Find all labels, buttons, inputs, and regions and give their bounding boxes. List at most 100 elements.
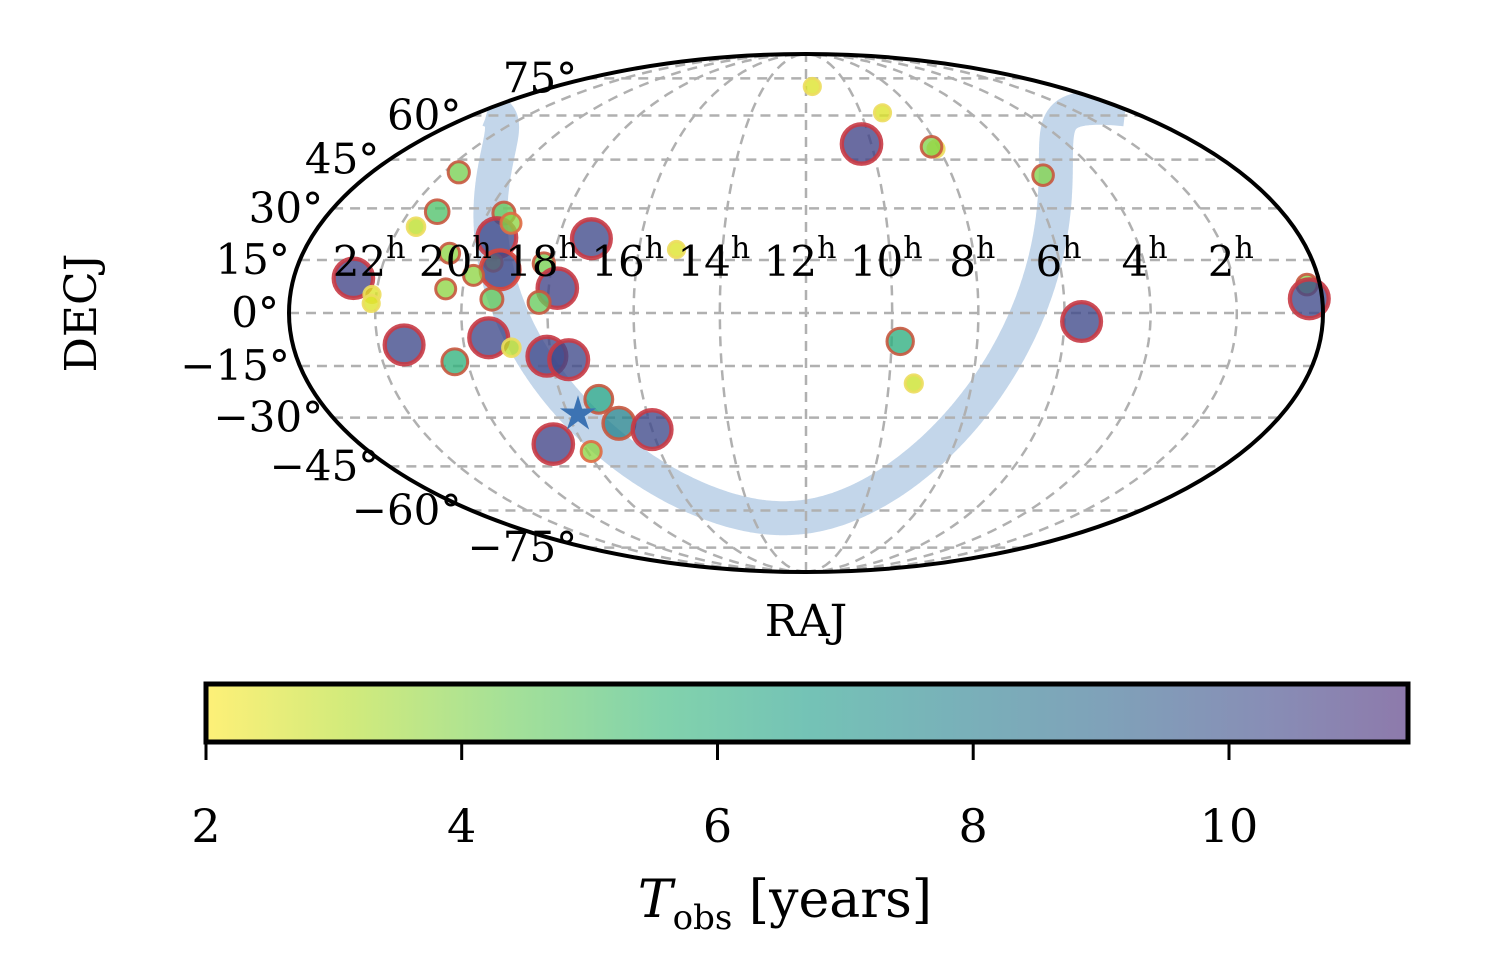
pulsar-point — [479, 286, 505, 312]
ra-tick-unit: h — [1235, 231, 1254, 266]
dec-tick-label: −75° — [468, 523, 578, 572]
ra-tick-label: 16h — [591, 231, 664, 286]
ra-tick-label: 12h — [764, 231, 837, 286]
grid-meridian — [805, 54, 1239, 572]
dec-tick-labels: 75° 60°45°30°15°0°−15°−30°−45°−60°−75° — [180, 53, 577, 571]
grid-meridian — [718, 54, 807, 572]
coordinate-grid — [289, 54, 1323, 572]
ra-tick-unit: h — [386, 231, 405, 266]
pulsar-point — [569, 217, 613, 261]
grid-meridian — [546, 54, 807, 572]
ra-tick-label: 10h — [850, 231, 923, 286]
dec-tick-label: −60° — [352, 486, 462, 535]
dec-tick-label: 60° — [387, 91, 461, 140]
ra-tick-value: 12 — [764, 237, 817, 286]
pulsar-point — [405, 216, 427, 237]
ra-tick-value: 8 — [949, 237, 976, 286]
pulsar-points — [331, 76, 1331, 466]
x-axis-label: RAJ — [765, 596, 848, 647]
pulsar-point — [446, 160, 471, 185]
pulsar-point — [579, 440, 603, 463]
dec-tick-label: 45° — [305, 135, 379, 184]
grid-meridian — [373, 54, 807, 572]
ra-tick-value: 2 — [1208, 237, 1235, 286]
ra-tick-label: 2h — [1208, 231, 1254, 286]
pulsar-point — [467, 316, 511, 360]
ra-tick-label: 18h — [505, 231, 578, 286]
ra-tick-unit: h — [472, 231, 491, 266]
grid-meridian — [632, 54, 807, 572]
colorbar-label-unit: [years] — [732, 870, 932, 930]
dec-tick-label: 75° — [503, 53, 577, 102]
dec-tick-label: 30° — [249, 183, 323, 232]
ra-tick-label: 14h — [677, 231, 750, 286]
pulsar-point — [331, 256, 376, 301]
colorbar-label-sub: obs — [673, 898, 733, 938]
pulsar-point — [666, 239, 687, 260]
pulsar-point — [547, 338, 591, 382]
dec-tick-label: −15° — [180, 341, 290, 390]
grid-meridian — [805, 54, 980, 572]
star-marker-layer — [559, 395, 597, 430]
pulsar-point — [526, 289, 552, 315]
sky-boundary — [287, 52, 1325, 574]
colorbar-label-symbol: T — [638, 870, 676, 930]
colorbar-tick-label: 6 — [703, 799, 732, 853]
pulsar-point — [583, 383, 615, 415]
pulsar-point — [885, 326, 915, 357]
ra-tick-unit: h — [559, 231, 578, 266]
pulsar-point — [1031, 163, 1055, 187]
pulsar-point — [361, 293, 381, 313]
pulsar-point — [438, 241, 462, 265]
pulsar-point — [802, 76, 822, 97]
star-marker — [559, 395, 597, 430]
pulsar-point — [839, 122, 884, 166]
y-axis-label: DECJ — [56, 254, 107, 373]
pulsar-point — [531, 422, 576, 466]
pulsar-point — [630, 408, 674, 452]
pulsar-point — [501, 337, 522, 359]
ra-tick-value: 20 — [419, 237, 472, 286]
pulsar-point — [919, 135, 944, 159]
dec-tick-label: 15° — [215, 235, 289, 284]
grid-meridian — [460, 54, 807, 572]
ra-tick-label: 8h — [949, 231, 995, 286]
ra-tick-label: 20h — [419, 231, 492, 286]
ra-tick-value: 22 — [333, 237, 386, 286]
dec-tick-label: −45° — [270, 441, 380, 490]
ra-tick-value: 6 — [1035, 237, 1062, 286]
pulsar-point — [499, 211, 523, 235]
ra-tick-unit: h — [1148, 231, 1167, 266]
ra-tick-value: 18 — [505, 237, 558, 286]
pulsar-point — [434, 277, 458, 301]
colorbar: 2 4 6 8 10 — [191, 681, 1411, 853]
pulsar-point — [423, 198, 451, 225]
colorbar-label: Tobs [years] — [638, 870, 932, 938]
grid-meridian — [805, 54, 1066, 572]
pulsar-point — [440, 347, 470, 377]
pulsar-point — [601, 405, 637, 441]
dec-tick-label: −30° — [213, 393, 323, 442]
ra-tick-value: 14 — [677, 237, 730, 286]
ra-tick-label: 22h — [333, 231, 406, 286]
ra-tick-unit: h — [903, 231, 922, 266]
ra-tick-unit: h — [1062, 231, 1081, 266]
dec-tick-label: 0° — [231, 288, 279, 337]
colorbar-tick-label: 4 — [447, 799, 476, 853]
ra-tick-value: 10 — [850, 237, 903, 286]
colorbar-ticks: 2 4 6 8 10 — [191, 744, 1258, 853]
grid-meridian — [805, 54, 1152, 572]
colorbar-tick-label: 10 — [1200, 799, 1259, 853]
ra-tick-value: 4 — [1122, 237, 1149, 286]
colorbar-frame — [203, 681, 1411, 745]
colorbar-gradient — [206, 684, 1408, 742]
pulsar-point — [903, 373, 924, 394]
ra-tick-unit: h — [731, 231, 750, 266]
ra-tick-label: 6h — [1035, 231, 1081, 286]
ra-tick-labels: 22h 20h 18h 16h 14h 12h 10h 8h 6h 4h 2h — [333, 231, 1254, 286]
ra-tick-unit: h — [817, 231, 836, 266]
grid-meridian — [805, 54, 894, 572]
ra-tick-value: 16 — [591, 237, 644, 286]
